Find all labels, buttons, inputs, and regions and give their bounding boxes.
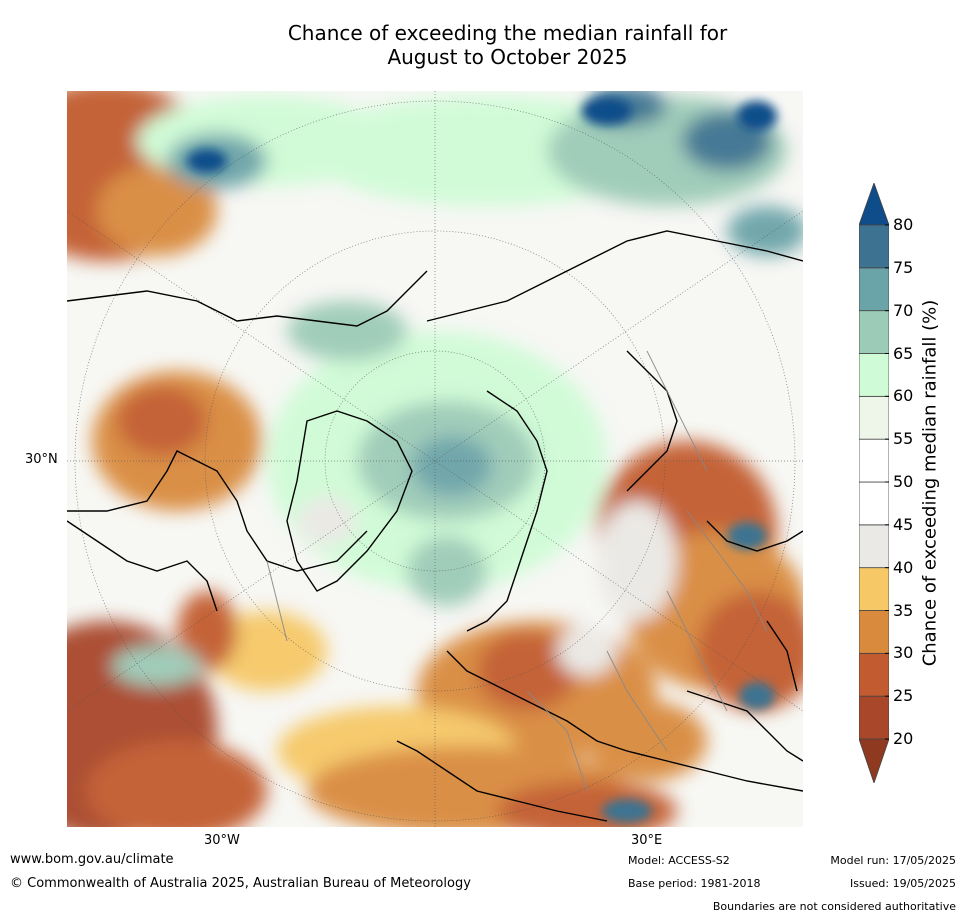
colorbar-tick-label: 60 — [893, 386, 914, 406]
lon-label-30e: 30°E — [631, 833, 663, 848]
colorbar — [859, 183, 889, 783]
map-title: Chance of exceeding the median rainfall … — [0, 21, 965, 69]
map-svg — [67, 91, 803, 827]
coastlines — [67, 230, 803, 822]
colorbar-band — [859, 267, 889, 312]
colorbar-tick-label: 20 — [893, 729, 914, 748]
colorbar-tick-label: 80 — [893, 215, 914, 234]
footer-base-period: Base period: 1981-2018 — [628, 877, 761, 890]
colorbar-label: Chance of exceeding median rainfall (%) — [919, 299, 941, 667]
country-borders — [266, 350, 768, 792]
colorbar-band — [859, 652, 889, 697]
footer-issued: Issued: 19/05/2025 — [849, 877, 956, 890]
colorbar-tick-label: 45 — [893, 514, 914, 534]
rainfall-hotspots — [187, 97, 777, 823]
lon-label-30w: 30°W — [204, 833, 240, 848]
colorbar-bands — [859, 183, 889, 783]
colorbar-band — [859, 610, 889, 654]
colorbar-min-arrow — [859, 738, 889, 783]
title-line-1: Chance of exceeding the median rainfall … — [287, 21, 728, 45]
colorbar-band — [859, 695, 889, 740]
graticule — [67, 91, 803, 827]
title-line-2: August to October 2025 — [387, 45, 628, 69]
footer-disclaimer: Boundaries are not considered authoritat… — [712, 900, 956, 913]
footer-copyright: © Commonwealth of Australia 2025, Austra… — [10, 876, 471, 891]
footer-model: Model: ACCESS-S2 — [628, 854, 730, 867]
rainfall-probability-map — [67, 91, 803, 827]
colorbar-tick-label: 65 — [893, 343, 914, 363]
colorbar-tick-label: 35 — [893, 600, 914, 620]
colorbar-tick-label: 30 — [893, 643, 914, 663]
colorbar-band — [859, 438, 889, 483]
colorbar-band — [859, 353, 889, 397]
colorbar-tick-label: 40 — [893, 557, 914, 577]
colorbar-tick-label: 50 — [893, 472, 914, 491]
colorbar-ticks — [885, 224, 889, 740]
colorbar-tick-label: 55 — [893, 429, 914, 449]
colorbar-tick-label: 70 — [893, 300, 914, 320]
colorbar-band — [859, 310, 889, 354]
colorbar-band — [859, 395, 889, 440]
footer-model-run: Model run: 17/05/2025 — [830, 854, 956, 867]
colorbar-band — [859, 524, 889, 569]
colorbar-band — [859, 567, 889, 611]
rainfall-field — [67, 91, 803, 827]
colorbar-max-arrow — [859, 183, 889, 226]
lat-label-30n: 30°N — [25, 452, 58, 467]
footer-website[interactable]: www.bom.gov.au/climate — [10, 852, 174, 867]
colorbar-band — [859, 481, 889, 526]
colorbar-tick-label: 75 — [893, 257, 914, 277]
colorbar-tick-label: 25 — [893, 686, 914, 706]
colorbar-band — [859, 224, 889, 269]
